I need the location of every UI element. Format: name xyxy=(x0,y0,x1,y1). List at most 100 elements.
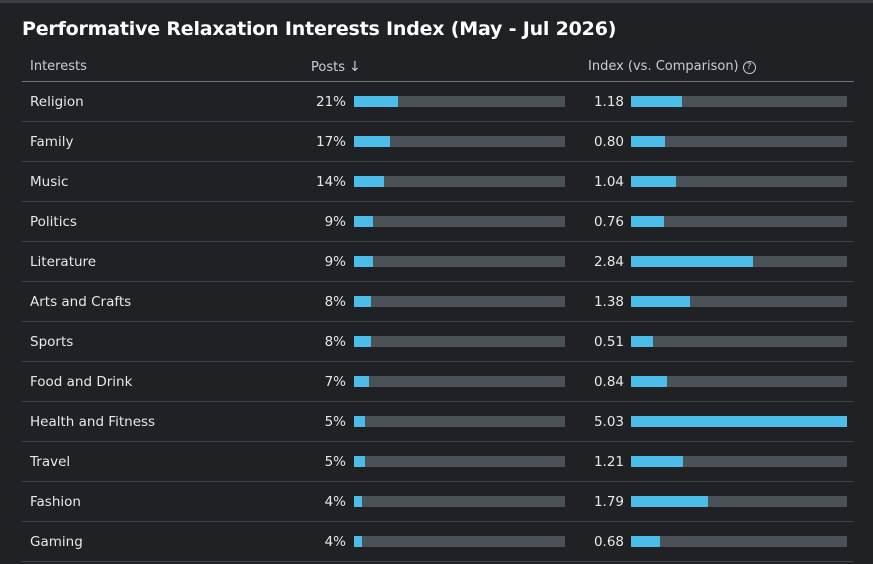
table-row: Politics 9% 0.76 xyxy=(22,202,854,242)
table-row: Family 17% 0.80 xyxy=(22,122,854,162)
interest-name: Sports xyxy=(30,334,74,350)
interest-name: Politics xyxy=(30,214,77,230)
index-bar-track xyxy=(631,536,847,547)
posts-bar xyxy=(354,216,373,227)
table-row: Health and Fitness 5% 5.03 xyxy=(22,402,854,442)
column-header-interests: Interests xyxy=(30,59,87,74)
table-row: Music 14% 1.04 xyxy=(22,162,854,202)
table-row: Food and Drink 7% 0.84 xyxy=(22,362,854,402)
index-value: 1.38 xyxy=(593,294,624,310)
index-value: 1.18 xyxy=(593,94,624,110)
posts-value: 17% xyxy=(315,134,346,150)
interest-name: Health and Fitness xyxy=(30,414,156,430)
posts-bar-track xyxy=(354,136,565,147)
posts-value: 4% xyxy=(324,494,346,510)
interest-name: Fashion xyxy=(30,494,81,510)
posts-value: 7% xyxy=(324,374,346,390)
index-bar xyxy=(631,216,664,227)
index-bar xyxy=(631,296,691,307)
index-bar-track xyxy=(631,96,847,107)
posts-bar xyxy=(354,496,363,507)
index-value: 0.84 xyxy=(593,374,624,390)
index-bar xyxy=(631,96,682,107)
posts-bar xyxy=(354,176,384,187)
index-value: 0.76 xyxy=(593,214,624,230)
posts-bar-track xyxy=(354,456,565,467)
posts-bar-track xyxy=(354,336,565,347)
arrow-down-icon[interactable]: ↓ xyxy=(348,59,361,75)
index-bar xyxy=(631,136,666,147)
index-bar-track xyxy=(631,336,847,347)
interest-name: Religion xyxy=(30,94,84,110)
column-header-posts[interactable]: Posts ↓ xyxy=(311,59,361,75)
table-row: Fashion 4% 1.79 xyxy=(22,482,854,522)
index-bar-track xyxy=(631,376,847,387)
table-header: Interests Posts ↓ Index (vs. Comparison)? xyxy=(22,57,854,82)
posts-value: 4% xyxy=(324,534,346,550)
interest-name: Music xyxy=(30,174,69,190)
table-row: Arts and Crafts 8% 1.38 xyxy=(22,282,854,322)
posts-bar xyxy=(354,256,373,267)
index-value: 0.80 xyxy=(593,134,624,150)
posts-bar xyxy=(354,536,363,547)
column-header-index-label: Index (vs. Comparison) xyxy=(588,59,739,74)
posts-bar xyxy=(354,136,390,147)
table-body: Religion 21% 1.18 Family 17% 0.80 Music 14% 1.04… xyxy=(22,82,854,562)
page-title: Performative Relaxation Interests Index … xyxy=(22,18,617,40)
index-value: 1.79 xyxy=(593,494,624,510)
index-bar xyxy=(631,376,668,387)
posts-bar-track xyxy=(354,376,565,387)
top-divider xyxy=(0,0,873,3)
index-bar xyxy=(631,336,653,347)
index-value: 0.51 xyxy=(593,334,624,350)
posts-bar xyxy=(354,376,369,387)
posts-value: 8% xyxy=(324,294,346,310)
posts-value: 9% xyxy=(324,214,346,230)
index-bar-track xyxy=(631,496,847,507)
posts-value: 8% xyxy=(324,334,346,350)
table-row: Literature 9% 2.84 xyxy=(22,242,854,282)
index-bar xyxy=(631,176,676,187)
posts-value: 5% xyxy=(324,414,346,430)
interest-name: Food and Drink xyxy=(30,374,133,390)
posts-bar xyxy=(354,96,399,107)
posts-bar xyxy=(354,456,365,467)
posts-bar-track xyxy=(354,296,565,307)
index-bar xyxy=(631,256,753,267)
column-header-posts-label: Posts xyxy=(311,60,345,75)
index-bar-track xyxy=(631,256,847,267)
posts-bar xyxy=(354,416,365,427)
index-bar-track xyxy=(631,176,847,187)
table-row: Travel 5% 1.21 xyxy=(22,442,854,482)
index-bar-track xyxy=(631,216,847,227)
posts-bar xyxy=(354,336,371,347)
posts-bar-track xyxy=(354,496,565,507)
interest-name: Literature xyxy=(30,254,97,270)
posts-bar-track xyxy=(354,176,565,187)
interest-name: Gaming xyxy=(30,534,83,550)
index-bar-track xyxy=(631,296,847,307)
index-bar xyxy=(631,536,661,547)
table-row: Religion 21% 1.18 xyxy=(22,82,854,122)
index-bar-track xyxy=(631,456,847,467)
table-row: Sports 8% 0.51 xyxy=(22,322,854,362)
interest-name: Travel xyxy=(30,454,71,470)
index-bar-track xyxy=(631,136,847,147)
posts-bar-track xyxy=(354,536,565,547)
index-value: 5.03 xyxy=(593,414,624,430)
posts-value: 21% xyxy=(315,94,346,110)
posts-bar xyxy=(354,296,371,307)
index-value: 0.68 xyxy=(593,534,624,550)
help-circle-icon[interactable]: ? xyxy=(742,61,756,74)
table-row: Gaming 4% 0.68 xyxy=(22,522,854,562)
index-value: 2.84 xyxy=(593,254,624,270)
interest-name: Family xyxy=(30,134,74,150)
column-header-index: Index (vs. Comparison)? xyxy=(588,59,756,74)
interest-name: Arts and Crafts xyxy=(30,294,132,310)
posts-value: 9% xyxy=(324,254,346,270)
posts-bar-track xyxy=(354,416,565,427)
posts-bar-track xyxy=(354,96,565,107)
index-bar xyxy=(631,416,847,427)
index-bar-track xyxy=(631,416,847,427)
